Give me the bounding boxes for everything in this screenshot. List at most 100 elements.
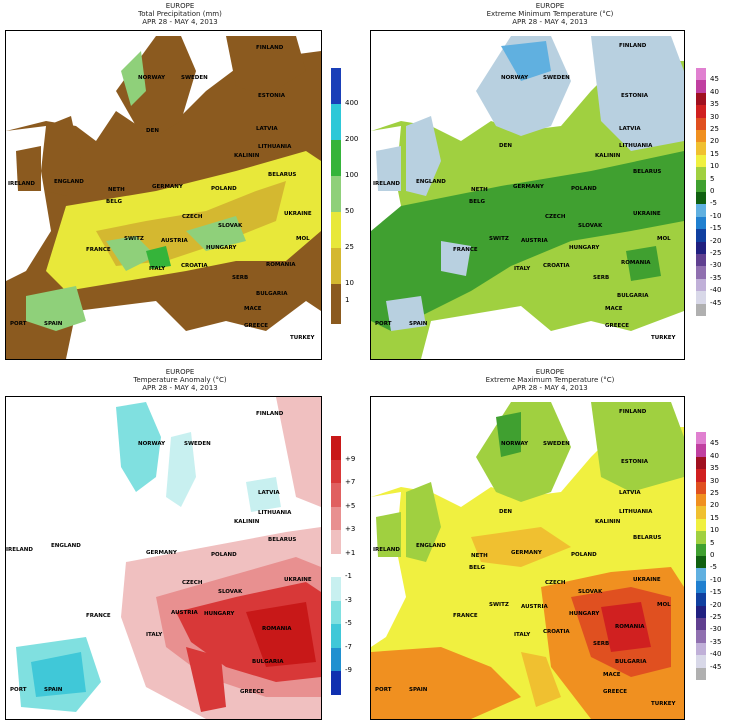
country-label: BELARUS	[268, 172, 297, 178]
country-label: UKRAINE	[633, 577, 661, 583]
region-label: EUROPE	[535, 368, 565, 376]
variable-label: Extreme Minimum Temperature (°C)	[486, 10, 614, 18]
country-label: SPAIN	[409, 687, 428, 693]
legend-swatch	[696, 568, 706, 581]
country-label: MOL	[296, 236, 310, 242]
country-label: LITHUANIA	[258, 510, 292, 516]
legend-label: -10	[710, 211, 722, 220]
country-label: SLOVAK	[218, 589, 243, 595]
country-label: ENGLAND	[51, 543, 81, 549]
country-label: UKRAINE	[284, 577, 312, 583]
country-label: MACE	[605, 306, 623, 312]
country-label: SLOVAK	[578, 589, 603, 595]
country-label: TURKEY	[651, 335, 676, 341]
legend-swatch	[331, 483, 341, 507]
country-label: ESTONIA	[258, 93, 286, 99]
legend-swatch	[696, 494, 706, 507]
region-label: EUROPE	[535, 2, 565, 10]
legend-swatch	[331, 647, 341, 671]
country-label: SPAIN	[44, 321, 63, 327]
country-label: ESTONIA	[621, 459, 649, 465]
legend-swatch	[696, 154, 706, 168]
country-label: UKRAINE	[633, 211, 661, 217]
country-label: GREECE	[605, 323, 630, 329]
legend-swatch	[331, 68, 341, 104]
country-label: MOL	[657, 602, 671, 608]
legend-swatch	[696, 204, 706, 217]
legend-label: 15	[710, 513, 719, 522]
legend-label: -35	[710, 273, 722, 282]
legend-swatch	[331, 248, 341, 284]
region-label: EUROPE	[165, 368, 195, 376]
legend-swatch	[331, 104, 341, 140]
country-label: SWEDEN	[181, 75, 208, 81]
legend-label: 400	[345, 99, 359, 107]
legend-label: -15	[710, 588, 722, 597]
date-range-label: APR 28 - MAY 4, 2013	[512, 384, 588, 392]
country-label: HUNGARY	[204, 611, 235, 617]
legend-swatch	[696, 216, 706, 230]
country-label: KALININ	[595, 519, 621, 525]
legend-swatch	[331, 530, 341, 554]
country-label: SWEDEN	[543, 441, 570, 447]
legend-swatch	[696, 179, 706, 192]
legend-label: 20	[710, 501, 719, 510]
country-label: ENGLAND	[416, 543, 446, 549]
legend-label: 35	[710, 464, 719, 473]
legend-swatch	[696, 642, 706, 656]
country-label: NORWAY	[138, 75, 166, 81]
date-range-label: APR 28 - MAY 4, 2013	[512, 18, 588, 26]
country-label: DEN	[146, 128, 159, 134]
panel-title: EUROPE Extreme Maximum Temperature (°C) …	[450, 368, 650, 392]
legend-swatch	[331, 176, 341, 212]
legend-label: 40	[710, 451, 719, 460]
country-label: BELG	[106, 199, 122, 205]
country-label: GERMANY	[511, 550, 542, 556]
legend-label: -3	[345, 595, 352, 604]
country-label: AUSTRIA	[521, 604, 548, 610]
legend-label: 5	[710, 538, 715, 547]
legend-label: -40	[710, 286, 722, 295]
variable-label: Temperature Anomaly (°C)	[133, 376, 227, 384]
panel-title: EUROPE Total Precipitation (mm) APR 28 -…	[100, 2, 260, 26]
country-label: BULGARIA	[617, 293, 649, 299]
legend-label: -25	[710, 613, 722, 621]
country-label: DEN	[499, 509, 512, 515]
legend-label: -10	[710, 575, 722, 584]
legend-swatch	[696, 92, 706, 106]
legend-swatch	[696, 291, 706, 304]
country-label: IRELAND	[8, 181, 35, 187]
temperature-anomaly-map: FINLAND NORWAY SWEDEN LATVIA LITHUANIA K…	[5, 396, 322, 720]
legend-swatch	[696, 130, 706, 143]
country-label: AUSTRIA	[171, 610, 198, 616]
max-temperature-map-shapes	[371, 397, 684, 719]
country-label: KALININ	[234, 519, 260, 525]
country-label: PORT	[10, 687, 27, 693]
legend-label: +7	[345, 478, 356, 486]
country-label: ROMANIA	[262, 626, 292, 632]
country-label: BELARUS	[268, 537, 297, 543]
legend-label: 100	[345, 171, 359, 179]
country-label: ROMANIA	[266, 262, 296, 268]
legend-label: 30	[710, 476, 719, 485]
country-label: AUSTRIA	[161, 238, 188, 244]
legend-swatch	[696, 593, 706, 606]
legend-swatch	[696, 278, 706, 292]
country-label: MACE	[603, 672, 621, 678]
country-label: LATVIA	[258, 490, 280, 496]
country-label: GERMANY	[513, 184, 544, 190]
country-label: POLAND	[571, 186, 597, 192]
legend-label: -5	[345, 619, 352, 627]
country-label: NETH	[108, 187, 125, 193]
country-label: FINLAND	[619, 43, 647, 49]
variable-label: Extreme Maximum Temperature (°C)	[485, 376, 615, 384]
panel-title: EUROPE Temperature Anomaly (°C) APR 28 -…	[90, 368, 270, 392]
legend-swatch	[696, 667, 706, 680]
legend-label: 30	[710, 112, 719, 121]
legend-label: -9	[345, 666, 352, 674]
legend-swatch	[696, 580, 706, 594]
legend-swatch	[331, 459, 341, 483]
country-label: HUNGARY	[569, 611, 600, 617]
legend-swatch	[696, 481, 706, 494]
legend-swatch	[696, 655, 706, 668]
